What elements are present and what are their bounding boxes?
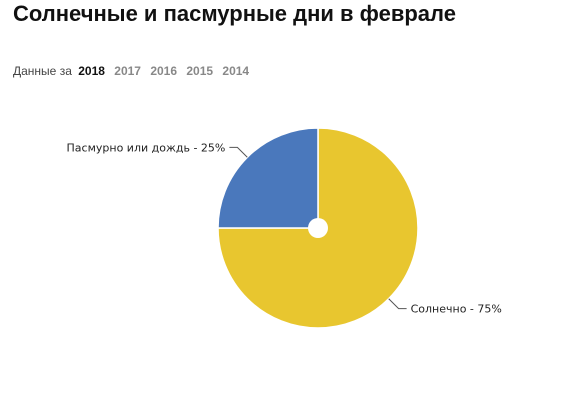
pie-slice-1[interactable] [217,127,319,229]
pie-leader-line-1 [229,146,248,158]
year-option-2015[interactable]: 2015 [186,64,214,78]
pie-leader-line-0 [388,298,407,310]
year-option-2016[interactable]: 2016 [150,64,178,78]
year-option-2017[interactable]: 2017 [114,64,141,78]
year-selector-prefix: Данные за [13,64,72,78]
pie-slice-label-0: Солнечно - 75% [411,303,502,316]
page-title: Солнечные и пасмурные дни в феврале [13,1,456,26]
pie-center-hole [308,218,328,238]
year-option-2014[interactable]: 2014 [222,64,250,78]
year-selector: Данные за 2018 2017 2016 2015 2014 [13,64,255,78]
year-option-2018[interactable]: 2018 [78,64,105,78]
pie-slice-label-1: Пасмурно или дождь - 25% [67,141,226,154]
